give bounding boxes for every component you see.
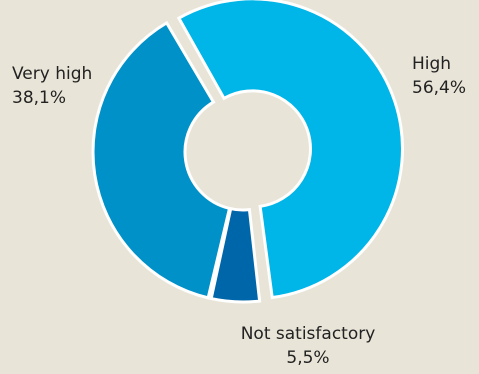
- slice-name-very-high: Very high: [12, 64, 93, 84]
- slice-high: [176, 0, 404, 300]
- slice-very-high: [91, 20, 232, 300]
- slice-name-not-satisfactory: Not satisfactory: [240, 324, 376, 344]
- slice-label-not-satisfactory: Not satisfactory 5,5%: [228, 322, 388, 370]
- slice-value-very-high: 38,1%: [12, 88, 67, 108]
- slice-label-high: High 56,4%: [412, 52, 466, 100]
- slice-value-not-satisfactory: 5,5%: [286, 348, 330, 368]
- slice-name-high: High: [412, 54, 452, 74]
- slice-not-satisfactory: [209, 206, 262, 304]
- slice-value-high: 56,4%: [412, 78, 467, 98]
- slice-label-very-high: Very high 38,1%: [12, 62, 92, 110]
